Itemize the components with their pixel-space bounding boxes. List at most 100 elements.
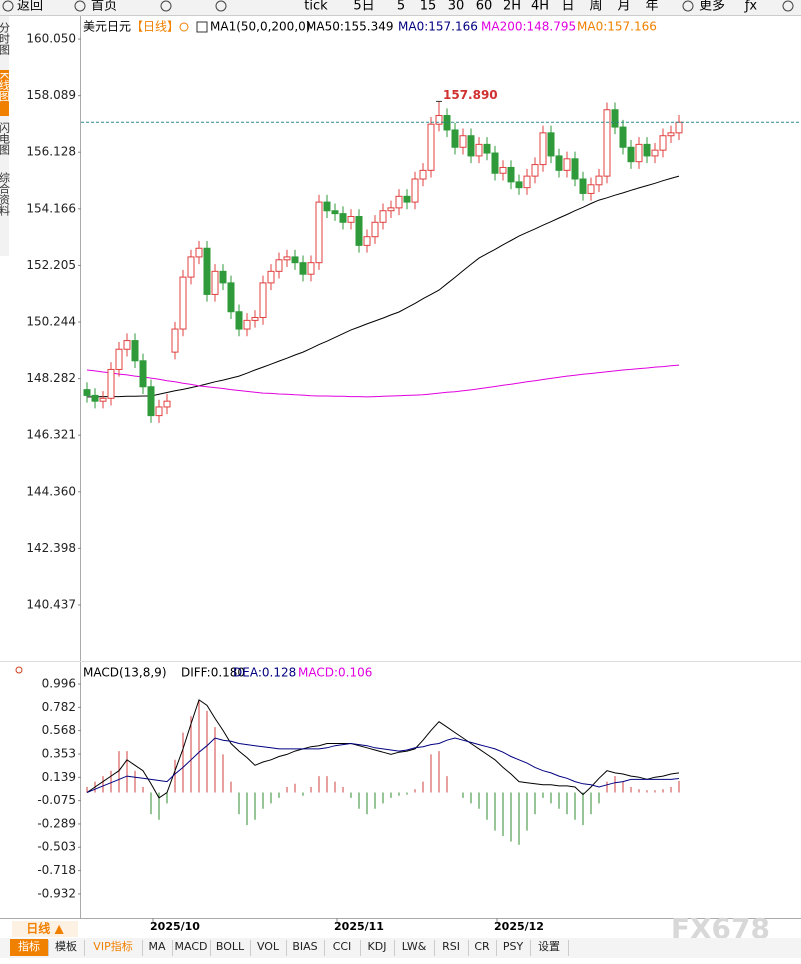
toolbar-icon[interactable] bbox=[160, 0, 172, 12]
macd-settings-icon[interactable] bbox=[15, 666, 23, 674]
candle-body bbox=[371, 221, 379, 238]
candle-body bbox=[499, 166, 507, 174]
period-tab-bg bbox=[12, 921, 78, 937]
period-tab[interactable]: 日线 ▲ bbox=[26, 921, 64, 936]
y-tick-label: 158.089 bbox=[26, 88, 76, 102]
legend-entry: MA50:155.349 bbox=[306, 20, 394, 34]
side-tab[interactable]: K线图 bbox=[0, 72, 11, 102]
candle-body bbox=[211, 270, 219, 295]
candle-body bbox=[643, 143, 651, 157]
y-tick-label: -0.718 bbox=[37, 863, 76, 877]
candle-body bbox=[659, 135, 667, 151]
y-tick-label: 150.244 bbox=[26, 315, 76, 329]
toolbar-icon[interactable] bbox=[782, 0, 794, 12]
bottom-tab[interactable]: VOL bbox=[257, 940, 280, 953]
candle-body bbox=[155, 406, 163, 417]
toolbar-icon[interactable] bbox=[682, 0, 694, 12]
y-tick-label: -0.289 bbox=[37, 816, 76, 830]
y-tick-label: 144.360 bbox=[26, 484, 76, 498]
toolbar-button[interactable]: 15 bbox=[420, 0, 437, 14]
toolbar-icon[interactable] bbox=[215, 0, 227, 12]
bottom-tab[interactable]: BOLL bbox=[216, 940, 245, 953]
toolbar-button[interactable]: 日 bbox=[561, 0, 574, 14]
y-tick-label: 0.139 bbox=[42, 770, 76, 784]
bottom-tab[interactable]: RSI bbox=[442, 940, 460, 953]
candle-body bbox=[203, 247, 211, 295]
candle-body bbox=[531, 164, 539, 177]
legend-entry: DIFF:0.180 bbox=[181, 666, 245, 680]
bottom-tab[interactable]: 指标 bbox=[18, 939, 40, 953]
candle-body bbox=[515, 181, 523, 189]
toolbar-button[interactable]: 更多 bbox=[699, 0, 725, 14]
toolbar-button[interactable]: 2H bbox=[503, 0, 521, 14]
candle-body bbox=[467, 135, 475, 157]
indicator-icon[interactable] bbox=[196, 21, 208, 33]
toolbar-button[interactable]: ƒx bbox=[744, 0, 758, 14]
toolbar-button[interactable]: 首页 bbox=[91, 0, 117, 14]
bottom-tab[interactable]: BIAS bbox=[292, 940, 317, 953]
bottom-tabs-bg bbox=[0, 938, 801, 958]
toolbar-button[interactable]: tick bbox=[304, 0, 328, 14]
toolbar-button[interactable]: 月 bbox=[617, 0, 630, 14]
toolbar-button[interactable]: 4H bbox=[531, 0, 549, 14]
bottom-tab[interactable]: PSY bbox=[503, 940, 524, 953]
toolbar-button[interactable]: 5 bbox=[397, 0, 405, 14]
candle-body bbox=[459, 135, 467, 148]
toolbar-button[interactable]: 60 bbox=[476, 0, 493, 14]
bottom-tab[interactable]: VIP指标 bbox=[93, 939, 132, 953]
candle-body bbox=[667, 132, 675, 137]
settings-icon[interactable] bbox=[179, 22, 189, 32]
bottom-tab[interactable]: 设置 bbox=[538, 940, 560, 953]
bottom-tab[interactable]: 模板 bbox=[55, 939, 77, 953]
candle-body bbox=[539, 132, 547, 166]
toolbar-button[interactable]: 5日 bbox=[353, 0, 374, 14]
bottom-tab[interactable]: LW& bbox=[402, 940, 427, 953]
toolbar-button[interactable]: 30 bbox=[448, 0, 465, 14]
candle-body bbox=[387, 207, 395, 212]
candle-body bbox=[395, 195, 403, 209]
y-tick-label: -0.503 bbox=[37, 840, 76, 854]
candle-body bbox=[227, 282, 235, 313]
candle-body bbox=[131, 340, 139, 362]
candle-body bbox=[331, 210, 339, 215]
y-tick-label: 152.205 bbox=[26, 258, 76, 272]
y-tick-label: 160.050 bbox=[26, 32, 76, 46]
legend-entry: DEA:0.128 bbox=[233, 666, 296, 680]
candle-body bbox=[275, 259, 283, 272]
candle-body bbox=[651, 149, 659, 157]
toolbar-button[interactable]: 周 bbox=[589, 0, 602, 14]
toolbar-icon[interactable] bbox=[2, 0, 14, 12]
candle-body bbox=[555, 155, 563, 171]
indicator-label: MA1(50,0,200,0) bbox=[210, 20, 310, 34]
bottom-tab[interactable]: CCI bbox=[333, 940, 352, 953]
bottom-tab[interactable]: MA bbox=[148, 940, 165, 953]
candle-body bbox=[435, 115, 443, 125]
candle-body bbox=[427, 123, 435, 171]
candle-body bbox=[491, 152, 499, 174]
side-tab-bg bbox=[0, 16, 9, 256]
candle-body bbox=[163, 400, 171, 408]
bottom-tab[interactable]: CR bbox=[474, 940, 490, 953]
candle-body bbox=[411, 178, 419, 203]
y-tick-label: 0.782 bbox=[42, 700, 76, 714]
candle-body bbox=[483, 143, 491, 154]
y-tick-label: -0.932 bbox=[37, 886, 76, 900]
candle-body bbox=[571, 158, 579, 180]
side-tab[interactable]: 综合资料 bbox=[0, 171, 11, 217]
candle-body bbox=[523, 175, 531, 189]
bottom-tab[interactable]: KDJ bbox=[368, 940, 387, 953]
candle-body bbox=[563, 158, 571, 171]
toolbar-button[interactable]: 返回 bbox=[17, 0, 43, 14]
candle-body bbox=[315, 201, 323, 264]
toolbar-button[interactable]: 年 bbox=[645, 0, 658, 14]
toolbar-icon[interactable] bbox=[74, 0, 86, 12]
y-tick-label: 146.321 bbox=[26, 428, 76, 442]
candle-body bbox=[379, 210, 387, 223]
side-tab[interactable]: 闪电图 bbox=[0, 121, 11, 156]
side-tab[interactable]: 分时图 bbox=[0, 22, 11, 56]
bottom-tab[interactable]: MACD bbox=[175, 940, 208, 953]
side-tab-active bbox=[0, 70, 9, 116]
line-series bbox=[86, 364, 680, 398]
candle-body bbox=[619, 126, 627, 148]
legend-entry: MACD:0.106 bbox=[298, 666, 372, 680]
